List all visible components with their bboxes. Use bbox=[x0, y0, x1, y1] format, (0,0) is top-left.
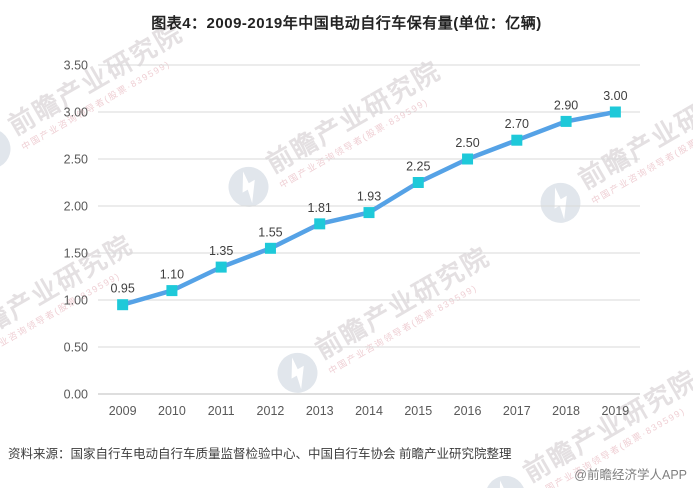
svg-text:2.50: 2.50 bbox=[455, 136, 479, 150]
svg-text:2016: 2016 bbox=[454, 404, 482, 418]
svg-text:3.00: 3.00 bbox=[603, 89, 627, 103]
svg-text:0.00: 0.00 bbox=[64, 388, 88, 402]
svg-text:1.81: 1.81 bbox=[308, 201, 332, 215]
svg-text:3.00: 3.00 bbox=[64, 106, 88, 120]
svg-text:2012: 2012 bbox=[257, 404, 285, 418]
svg-text:2015: 2015 bbox=[404, 404, 432, 418]
chart-title: 图表4：2009-2019年中国电动自行车保有量(单位：亿辆) bbox=[151, 15, 542, 32]
svg-text:2011: 2011 bbox=[208, 404, 235, 418]
footer-credit: @前瞻经济学人APP bbox=[574, 468, 687, 482]
svg-text:1.55: 1.55 bbox=[258, 225, 282, 239]
series-markers bbox=[117, 106, 621, 311]
svg-text:2014: 2014 bbox=[355, 404, 383, 418]
svg-text:2.90: 2.90 bbox=[554, 98, 578, 112]
svg-text:2.70: 2.70 bbox=[505, 117, 529, 131]
grid-layer bbox=[98, 64, 640, 395]
svg-text:1.10: 1.10 bbox=[160, 268, 184, 282]
svg-text:3.50: 3.50 bbox=[64, 59, 88, 73]
svg-text:2.50: 2.50 bbox=[64, 153, 88, 167]
svg-text:1.35: 1.35 bbox=[209, 244, 233, 258]
svg-text:2017: 2017 bbox=[503, 404, 531, 418]
svg-text:1.93: 1.93 bbox=[357, 190, 381, 204]
svg-text:0.95: 0.95 bbox=[110, 282, 134, 296]
svg-text:2.00: 2.00 bbox=[64, 200, 88, 214]
x-axis-labels: 2009 2010 2011 2012 2013 2014 2015 2016 2017 2018… bbox=[109, 404, 630, 418]
svg-text:2018: 2018 bbox=[552, 404, 580, 418]
svg-text:2019: 2019 bbox=[601, 404, 629, 418]
svg-text:2010: 2010 bbox=[158, 404, 186, 418]
svg-text:2.25: 2.25 bbox=[406, 160, 430, 174]
svg-text:1.50: 1.50 bbox=[64, 247, 88, 261]
svg-text:2013: 2013 bbox=[306, 404, 334, 418]
y-axis-labels: 3.50 3.00 2.50 2.00 1.50 1.00 0.50 0.00 bbox=[64, 59, 88, 402]
data-labels: 0.95 1.10 1.35 1.55 1.81 1.93 2.25 2.50 2.70 2.90… bbox=[110, 89, 627, 296]
svg-text:2009: 2009 bbox=[109, 404, 137, 418]
source-note: 资料来源：国家自行车电动自行车质量监督检验中心、中国自行车协会 前瞻产业研究院整… bbox=[8, 447, 512, 461]
svg-text:0.50: 0.50 bbox=[64, 341, 88, 355]
svg-text:1.00: 1.00 bbox=[64, 294, 88, 308]
